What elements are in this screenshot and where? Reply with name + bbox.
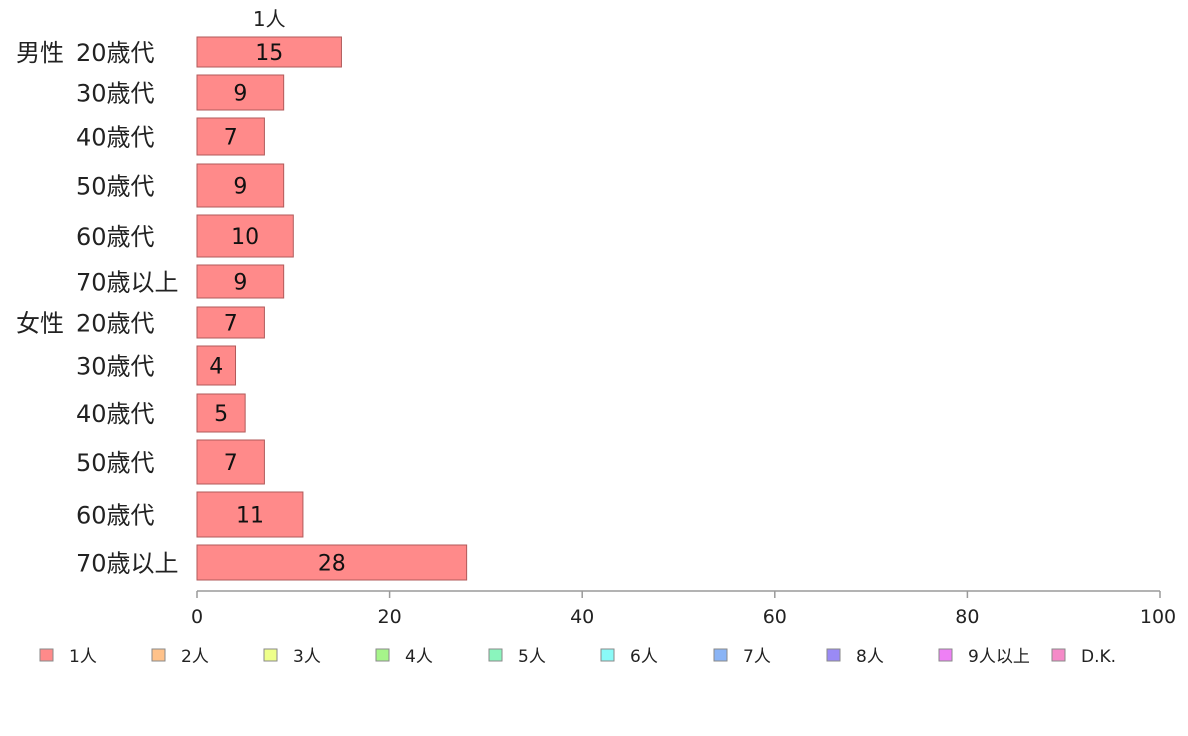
group-label: 女性 bbox=[16, 310, 64, 338]
category-label: 40歳代 bbox=[76, 400, 155, 428]
legend-item: 6人 bbox=[600, 647, 658, 667]
legend-swatch bbox=[151, 648, 166, 662]
legend-label: 8人 bbox=[856, 647, 884, 667]
legend-label: 1人 bbox=[69, 647, 97, 667]
category-label: 30歳代 bbox=[76, 353, 155, 381]
bar-value-label: 7 bbox=[224, 312, 238, 337]
legend-item: 5人 bbox=[488, 647, 546, 667]
bar-value-label: 11 bbox=[236, 504, 264, 529]
legend-label: 4人 bbox=[405, 647, 433, 667]
bar bbox=[196, 36, 342, 68]
x-tick-label: 0 bbox=[191, 606, 203, 628]
legend-item: 4人 bbox=[375, 647, 433, 667]
legend-label: 7人 bbox=[743, 647, 771, 667]
legend-swatch bbox=[826, 648, 841, 662]
category-label: 50歳代 bbox=[76, 173, 155, 201]
category-label: 60歳代 bbox=[76, 502, 155, 530]
bar bbox=[196, 544, 468, 581]
legend-item: 9人以上 bbox=[938, 647, 1030, 667]
legend-item: 2人 bbox=[151, 647, 209, 667]
legend-item: 3人 bbox=[263, 647, 321, 667]
category-label: 60歳代 bbox=[76, 223, 155, 251]
legend-swatch bbox=[1051, 648, 1066, 662]
bar bbox=[196, 491, 304, 538]
category-label: 70歳以上 bbox=[76, 269, 179, 297]
legend-swatch bbox=[263, 648, 278, 662]
bar bbox=[196, 393, 246, 433]
bar-value-label: 9 bbox=[233, 175, 247, 200]
legend-swatch bbox=[600, 648, 615, 662]
bar-value-label: 4 bbox=[209, 355, 223, 380]
x-tick-label: 80 bbox=[955, 606, 979, 628]
bar-value-label: 10 bbox=[231, 225, 259, 250]
bar-value-label: 9 bbox=[233, 82, 247, 107]
bar bbox=[196, 439, 265, 485]
category-label: 70歳以上 bbox=[76, 550, 179, 578]
legend-item: 7人 bbox=[713, 647, 771, 667]
legend-label: 2人 bbox=[181, 647, 209, 667]
legend: 1人 2人 3人 4人 5人 6人 7人 8人 9人以上 D.K. bbox=[39, 647, 1116, 667]
bar-value-label: 28 bbox=[318, 552, 346, 577]
legend-swatch bbox=[713, 648, 728, 662]
bar bbox=[196, 306, 265, 339]
bar-value-label: 7 bbox=[224, 451, 238, 476]
category-label: 20歳代 bbox=[76, 39, 155, 67]
category-label: 30歳代 bbox=[76, 80, 155, 108]
legend-swatch bbox=[938, 648, 953, 662]
bar-value-label: 7 bbox=[224, 126, 238, 151]
category-label: 50歳代 bbox=[76, 449, 155, 477]
bar bbox=[196, 345, 237, 386]
bar-value-label: 9 bbox=[233, 271, 247, 296]
bar bbox=[196, 117, 265, 156]
legend-swatch bbox=[39, 648, 54, 662]
legend-label: 3人 bbox=[293, 647, 321, 667]
legend-item: 8人 bbox=[826, 647, 884, 667]
legend-label: 6人 bbox=[630, 647, 658, 667]
bar bbox=[196, 74, 285, 111]
x-tick-label: 100 bbox=[1140, 606, 1176, 628]
x-axis: 0 20 40 60 80 100 bbox=[191, 590, 1176, 628]
legend-item: 1人 bbox=[39, 647, 97, 667]
legend-swatch bbox=[488, 648, 503, 662]
x-tick-label: 60 bbox=[763, 606, 787, 628]
bar bbox=[196, 214, 294, 258]
bar bbox=[196, 163, 285, 208]
legend-label: D.K. bbox=[1081, 647, 1116, 667]
legend-label: 9人以上 bbox=[968, 647, 1030, 667]
legend-label: 5人 bbox=[518, 647, 546, 667]
bar-value-label: 15 bbox=[255, 41, 283, 66]
group-label: 男性 bbox=[16, 39, 64, 67]
bar-value-label: 5 bbox=[214, 402, 228, 427]
category-label: 40歳代 bbox=[76, 124, 155, 152]
legend-swatch bbox=[375, 648, 390, 662]
x-tick-label: 20 bbox=[378, 606, 402, 628]
series-header-label: 1人 bbox=[253, 7, 286, 31]
bar bbox=[196, 264, 285, 299]
legend-item: D.K. bbox=[1051, 647, 1116, 667]
x-tick-label: 40 bbox=[570, 606, 594, 628]
category-label: 20歳代 bbox=[76, 310, 155, 338]
